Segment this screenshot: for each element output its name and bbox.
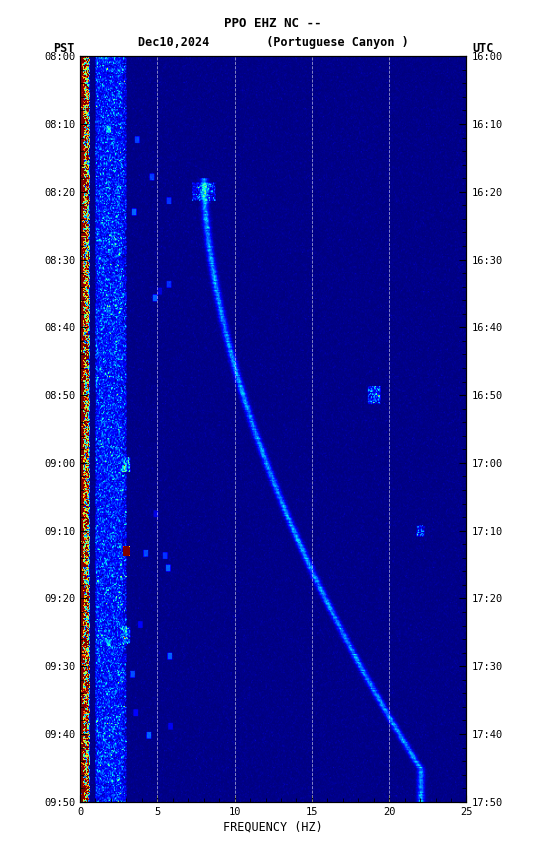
Text: PST: PST [53,42,75,55]
Text: Dec10,2024        (Portuguese Canyon ): Dec10,2024 (Portuguese Canyon ) [138,36,408,49]
Text: UTC: UTC [472,42,493,55]
X-axis label: FREQUENCY (HZ): FREQUENCY (HZ) [224,821,323,834]
Text: PPO EHZ NC --: PPO EHZ NC -- [225,17,322,30]
